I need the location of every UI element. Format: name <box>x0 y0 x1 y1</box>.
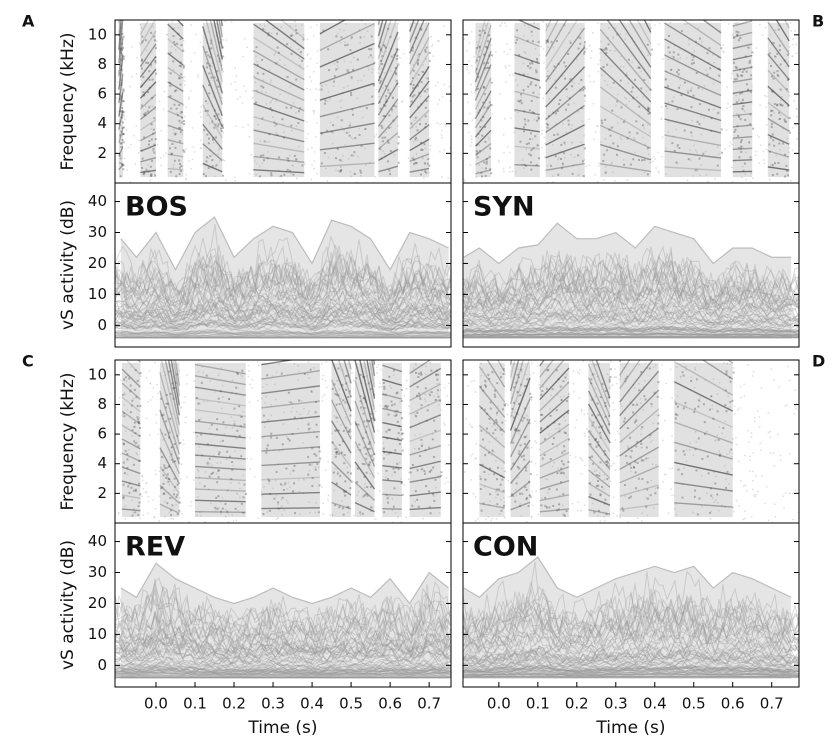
syllable <box>261 310 321 517</box>
condition-label: CON <box>473 532 538 563</box>
condition-label: REV <box>125 532 185 563</box>
y-tick-label: 6 <box>97 85 107 103</box>
y-tick-label: 40 <box>88 192 107 210</box>
condition-label: SYN <box>473 192 535 223</box>
y-tick-label: 8 <box>97 395 107 413</box>
condition-label: BOS <box>125 192 188 223</box>
y-tick-label: 6 <box>97 425 107 443</box>
x-tick-label: 0.2 <box>565 695 589 713</box>
syllable <box>733 21 754 177</box>
plot-area <box>463 223 799 337</box>
syllable <box>140 6 157 177</box>
syllable <box>122 327 142 517</box>
x-tick-label: 0.5 <box>339 695 363 713</box>
y-axis-label: Frequency (kHz) <box>58 372 78 510</box>
syllable <box>168 0 186 177</box>
x-tick-label: 0.5 <box>682 695 706 713</box>
syllable <box>540 326 570 517</box>
x-tick-label: 0.1 <box>526 695 550 713</box>
y-tick-label: 4 <box>97 454 107 472</box>
y-tick-label: 0 <box>97 656 107 674</box>
y-axis-label: vS activity (dB) <box>58 540 78 670</box>
y-tick-label: 20 <box>88 594 107 612</box>
plot-area <box>463 557 799 678</box>
syllable <box>665 0 723 177</box>
x-tick-label: 0.1 <box>183 695 207 713</box>
y-tick-label: 20 <box>88 254 107 272</box>
y-tick-label: 30 <box>88 223 107 241</box>
x-axis-label: Time (s) <box>595 718 665 738</box>
y-tick-label: 0 <box>97 316 107 334</box>
x-tick-label: 0.4 <box>643 695 667 713</box>
syllable <box>195 363 247 517</box>
syllable <box>410 0 431 177</box>
y-tick-label: 2 <box>97 484 107 502</box>
y-axis-label: vS activity (dB) <box>58 200 78 330</box>
plot-area <box>463 0 799 184</box>
syllable <box>600 0 653 177</box>
y-tick-label: 10 <box>88 285 107 303</box>
y-axis-label: Frequency (kHz) <box>58 32 78 170</box>
x-tick-label: 0.3 <box>604 695 628 713</box>
y-tick-label: 10 <box>88 625 107 643</box>
syllable <box>768 0 791 177</box>
syllable <box>119 0 125 177</box>
x-tick-label: 0.6 <box>721 695 745 713</box>
syllable <box>546 0 586 177</box>
y-tick-label: 8 <box>97 55 107 73</box>
syllable <box>382 322 403 517</box>
x-axis-label: Time (s) <box>247 718 317 738</box>
y-tick-label: 2 <box>97 144 107 162</box>
x-tick-label: 0.0 <box>487 695 511 713</box>
panel-letter: C <box>22 352 34 371</box>
x-tick-label: 0.2 <box>222 695 246 713</box>
plot-area <box>115 563 451 677</box>
plot-area <box>116 0 451 184</box>
syllable <box>203 0 224 177</box>
syllable <box>589 338 612 517</box>
x-tick-label: 0.6 <box>378 695 402 713</box>
y-tick-label: 40 <box>88 532 107 550</box>
syllable <box>475 0 493 177</box>
x-tick-label: 0.7 <box>417 695 441 713</box>
panel-letter: A <box>22 12 35 31</box>
x-tick-label: 0.0 <box>144 695 168 713</box>
y-tick-label: 10 <box>88 365 107 383</box>
y-tick-label: 4 <box>97 114 107 132</box>
panel-letter: B <box>812 12 824 31</box>
syllable <box>514 0 541 177</box>
y-tick-label: 10 <box>88 25 107 43</box>
syllable <box>254 0 305 177</box>
x-tick-label: 0.7 <box>760 695 784 713</box>
panel-letter: D <box>812 352 825 371</box>
plot-area <box>115 217 451 338</box>
x-tick-label: 0.4 <box>300 695 324 713</box>
syllable <box>320 0 375 177</box>
syllable <box>378 0 399 177</box>
y-tick-label: 30 <box>88 563 107 581</box>
x-tick-label: 0.3 <box>261 695 285 713</box>
